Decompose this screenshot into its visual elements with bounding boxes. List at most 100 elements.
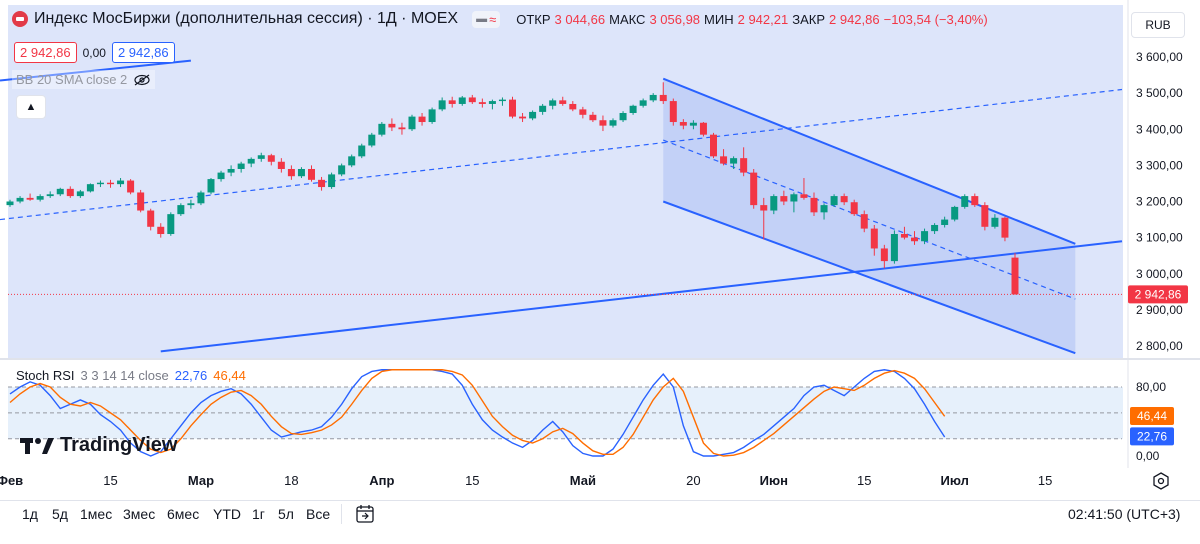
- calendar-goto-icon[interactable]: [354, 503, 376, 525]
- collapse-legend-button[interactable]: ▲: [16, 95, 46, 119]
- x-tick-label: 18: [284, 473, 298, 488]
- y-tick-label: 3 500,00: [1136, 86, 1183, 100]
- candle: [458, 97, 466, 104]
- stoch-y-tick: 0,00: [1136, 449, 1160, 463]
- candle: [388, 123, 396, 128]
- symbol-legend: Индекс МосБиржи (дополнительная сессия) …: [12, 10, 988, 28]
- candle: [840, 196, 848, 203]
- candle: [197, 192, 205, 204]
- candle: [267, 155, 275, 162]
- indicator-legend-bb[interactable]: BB 20 SMA close 2: [12, 70, 156, 89]
- candle: [398, 127, 406, 130]
- candle: [26, 197, 34, 200]
- candle: [750, 172, 758, 206]
- candle: [609, 120, 617, 126]
- candle: [318, 179, 326, 188]
- stoch-name: Stoch RSI: [16, 368, 75, 383]
- timeframe-3m[interactable]: 3мес: [123, 506, 156, 522]
- x-tick-label: 15: [103, 473, 117, 488]
- trend-line-lower: [160, 240, 1123, 353]
- candle: [167, 214, 175, 235]
- clock[interactable]: 02:41:50 (UTC+3): [1068, 506, 1181, 522]
- eye-off-icon[interactable]: [133, 74, 151, 86]
- chevron-up-icon: ▲: [25, 101, 37, 113]
- candle: [941, 219, 949, 225]
- stoch-k-value: 22,76: [174, 368, 208, 383]
- candle: [56, 188, 64, 195]
- stoch-value-tag: [1130, 406, 1174, 425]
- timeframe-5d[interactable]: 5д: [52, 506, 68, 522]
- candle: [448, 100, 456, 104]
- candle: [468, 97, 476, 103]
- candle: [368, 134, 376, 146]
- candle: [931, 224, 939, 232]
- timeframe-1y[interactable]: 1г: [252, 506, 265, 522]
- x-tick-label: Мар: [188, 473, 214, 488]
- candle: [488, 101, 496, 104]
- candle: [539, 105, 547, 112]
- candle: [549, 100, 557, 106]
- candle: [529, 111, 537, 119]
- candle: [740, 158, 748, 173]
- price-change: −103,54 (−3,40%): [883, 11, 988, 27]
- y-tick-label: 3 600,00: [1136, 50, 1183, 64]
- candle: [378, 123, 386, 135]
- timeframe-1d[interactable]: 1д: [22, 506, 38, 522]
- spread-value: 0,00: [82, 45, 106, 60]
- x-tick-label: Июл: [941, 473, 969, 488]
- buy-price-button[interactable]: 2 942,86: [111, 42, 175, 63]
- candle: [951, 206, 959, 220]
- timeframe-all[interactable]: Все: [306, 506, 331, 522]
- candle: [338, 165, 346, 175]
- candle: [599, 120, 607, 126]
- candle: [900, 234, 908, 238]
- candle: [96, 182, 104, 185]
- candle: [46, 194, 54, 197]
- candle: [247, 158, 255, 164]
- candle: [147, 210, 155, 227]
- candles-group: [6, 82, 1019, 295]
- candle: [961, 196, 969, 207]
- candle: [699, 122, 707, 135]
- currency-button[interactable]: RUB: [1131, 12, 1185, 38]
- timeframe-ytd[interactable]: YTD: [213, 506, 241, 522]
- timeframe-6m[interactable]: 6мес: [167, 506, 200, 522]
- candle: [498, 99, 506, 102]
- brand-name: TradingView: [60, 434, 178, 456]
- candle: [569, 103, 577, 110]
- tv-logo-icon: [20, 437, 54, 454]
- compare-toggle[interactable]: ▬ ≈: [472, 10, 501, 28]
- timeframe-5y[interactable]: 5л: [278, 506, 294, 522]
- candle: [227, 168, 235, 173]
- stoch-legend[interactable]: Stoch RSI 3 3 14 14 close 22,76 46,44: [16, 368, 246, 383]
- candle: [348, 156, 356, 166]
- y-tick-label: 3 100,00: [1136, 231, 1183, 245]
- stoch-value-tag: [1130, 427, 1174, 446]
- candle: [589, 114, 597, 121]
- candle: [418, 116, 426, 123]
- candle: [870, 228, 878, 249]
- candle: [157, 226, 165, 235]
- candle: [679, 122, 687, 126]
- candle: [187, 203, 195, 206]
- candle: [1011, 257, 1019, 295]
- chart-title[interactable]: Индекс МосБиржи (дополнительная сессия) …: [34, 10, 459, 27]
- candle: [177, 205, 185, 215]
- candle: [971, 196, 979, 206]
- timeframe-1m[interactable]: 1мес: [80, 506, 113, 522]
- toolbar-divider: [341, 504, 342, 524]
- candle: [790, 194, 798, 202]
- candle: [639, 100, 647, 106]
- stoch-value-label: 46,44: [1137, 409, 1167, 423]
- candle: [408, 116, 416, 130]
- y-tick-label: 3 000,00: [1136, 267, 1183, 281]
- gear-icon[interactable]: [1152, 472, 1170, 490]
- candle: [36, 196, 44, 200]
- candle: [649, 94, 657, 101]
- candle: [66, 188, 74, 197]
- sell-price-button[interactable]: 2 942,86: [14, 42, 77, 63]
- stoch-line-k: [9, 369, 946, 457]
- tradingview-logo[interactable]: TradingView: [20, 434, 177, 457]
- candle: [16, 197, 24, 202]
